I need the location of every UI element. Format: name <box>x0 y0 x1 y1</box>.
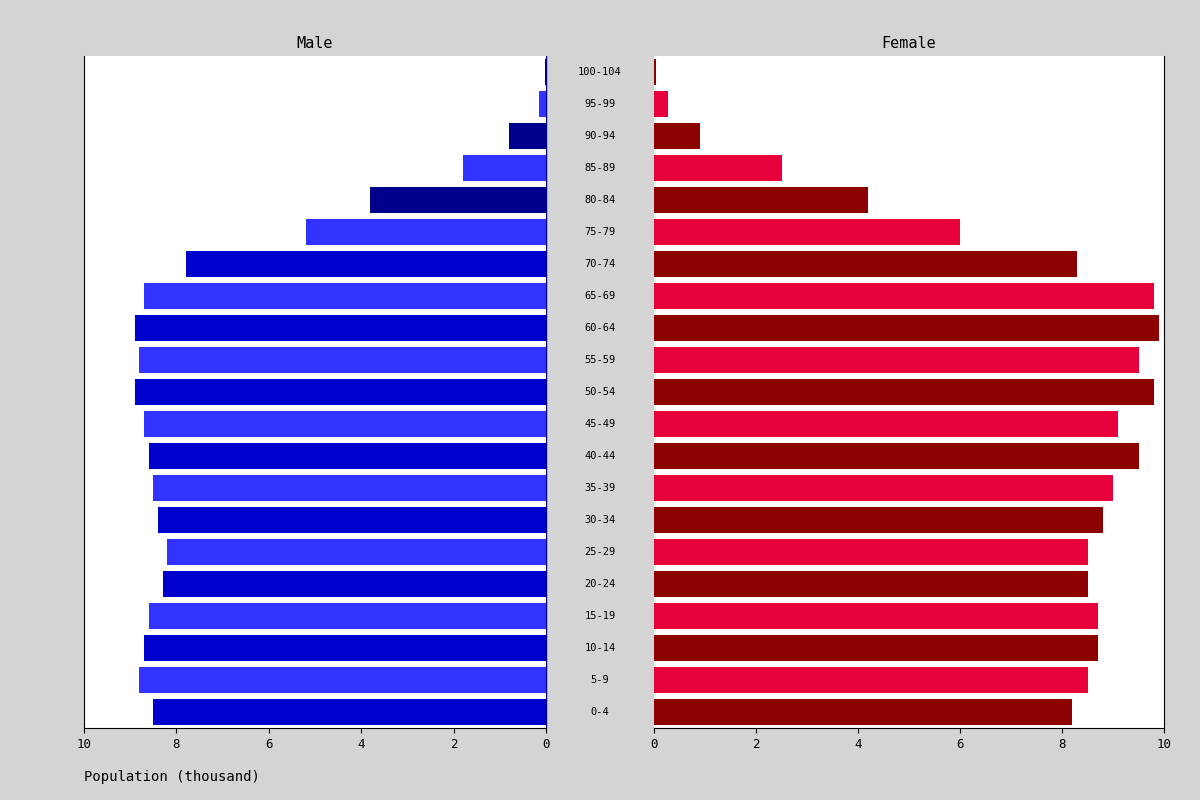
Bar <box>539 91 546 117</box>
Text: 75-79: 75-79 <box>584 227 616 237</box>
Text: Population (thousand): Population (thousand) <box>84 770 260 784</box>
Bar <box>654 251 1078 277</box>
Text: 55-59: 55-59 <box>584 355 616 365</box>
Bar <box>654 475 1114 501</box>
Text: 90-94: 90-94 <box>584 131 616 141</box>
Bar <box>463 155 546 181</box>
Bar <box>154 475 546 501</box>
Bar <box>654 539 1087 565</box>
Bar <box>654 219 960 245</box>
Bar <box>371 187 546 213</box>
Bar <box>654 379 1154 405</box>
Bar <box>654 571 1087 597</box>
Bar <box>654 315 1159 341</box>
Bar <box>186 251 546 277</box>
Bar <box>144 283 546 309</box>
Bar <box>134 315 546 341</box>
Text: 70-74: 70-74 <box>584 259 616 269</box>
Bar <box>139 347 546 373</box>
Bar <box>654 91 668 117</box>
Title: Male: Male <box>296 36 334 50</box>
Bar <box>509 123 546 149</box>
Text: 45-49: 45-49 <box>584 419 616 429</box>
Text: 25-29: 25-29 <box>584 547 616 557</box>
Bar <box>654 443 1139 469</box>
Bar <box>306 219 546 245</box>
Bar <box>162 571 546 597</box>
Text: 50-54: 50-54 <box>584 387 616 397</box>
Bar <box>654 59 655 85</box>
Bar <box>167 539 546 565</box>
Text: 65-69: 65-69 <box>584 291 616 301</box>
Text: 0-4: 0-4 <box>590 707 610 717</box>
Bar <box>144 635 546 661</box>
Bar <box>654 507 1103 533</box>
Bar <box>149 443 546 469</box>
Bar <box>654 635 1098 661</box>
Text: 95-99: 95-99 <box>584 99 616 109</box>
Text: 10-14: 10-14 <box>584 643 616 653</box>
Bar <box>654 411 1118 437</box>
Text: 35-39: 35-39 <box>584 483 616 493</box>
Bar <box>158 507 546 533</box>
Text: 100-104: 100-104 <box>578 67 622 77</box>
Bar <box>154 699 546 725</box>
Bar <box>654 283 1154 309</box>
Title: Female: Female <box>882 36 936 50</box>
Bar <box>149 603 546 629</box>
Bar <box>654 123 700 149</box>
Text: 30-34: 30-34 <box>584 515 616 525</box>
Bar <box>654 187 869 213</box>
Text: 40-44: 40-44 <box>584 451 616 461</box>
Text: 85-89: 85-89 <box>584 163 616 173</box>
Bar <box>654 699 1073 725</box>
Bar <box>545 59 546 85</box>
Bar <box>134 379 546 405</box>
Bar <box>144 411 546 437</box>
Bar <box>654 155 781 181</box>
Bar <box>654 667 1087 693</box>
Text: 80-84: 80-84 <box>584 195 616 205</box>
Text: 5-9: 5-9 <box>590 675 610 685</box>
Bar <box>139 667 546 693</box>
Bar <box>654 603 1098 629</box>
Text: 15-19: 15-19 <box>584 611 616 621</box>
Text: 60-64: 60-64 <box>584 323 616 333</box>
Text: 20-24: 20-24 <box>584 579 616 589</box>
Bar <box>654 347 1139 373</box>
